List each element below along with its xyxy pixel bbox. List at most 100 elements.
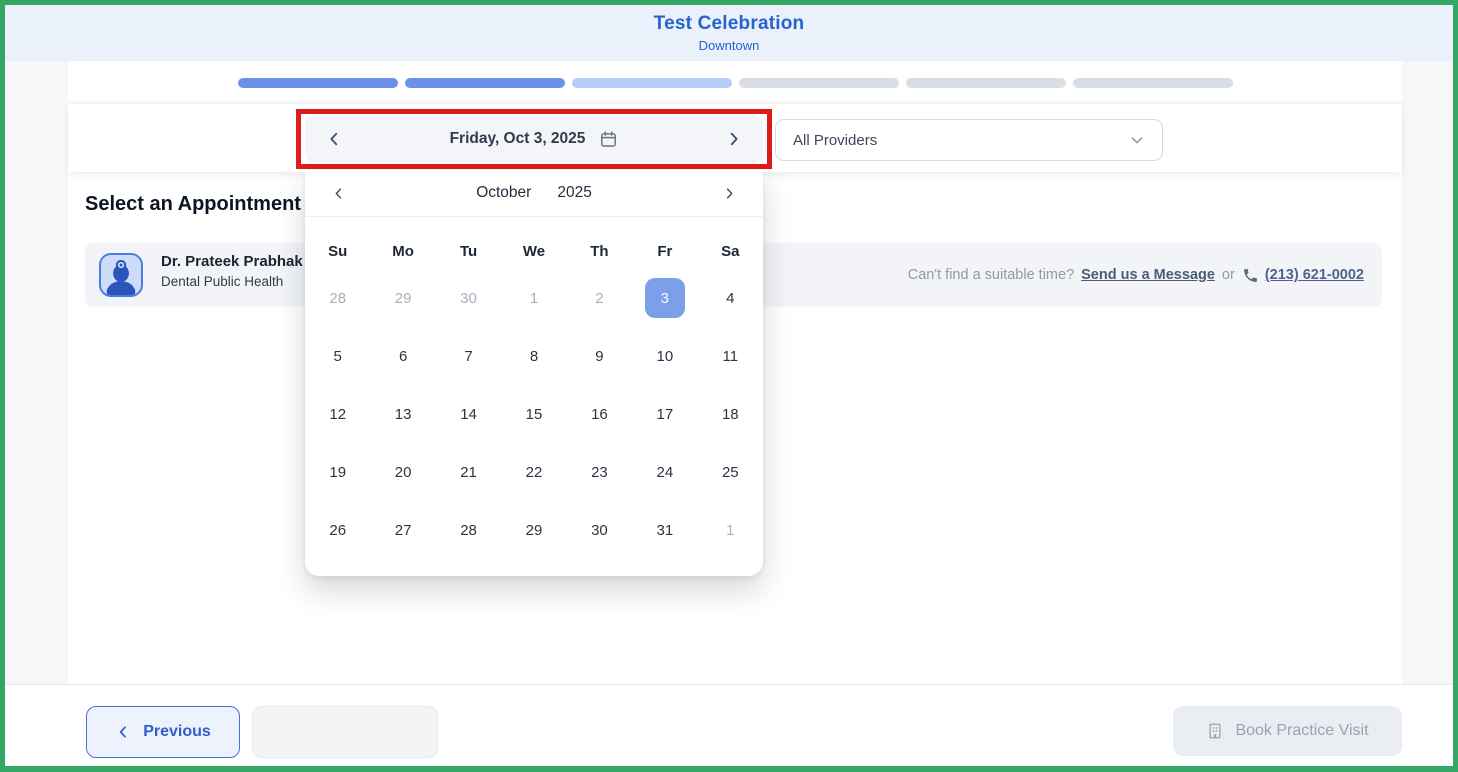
calendar-day-header-th: Th — [590, 242, 609, 260]
calendar-day-25[interactable]: 25 — [721, 463, 739, 481]
calendar-day-cell: 8 — [501, 327, 566, 385]
previous-button-label: Previous — [143, 723, 211, 740]
chevron-down-icon — [1131, 137, 1143, 144]
selected-date-label: Friday, Oct 3, 2025 — [449, 130, 586, 147]
send-message-link[interactable]: Send us a Message — [1081, 267, 1215, 283]
calendar-day-cell: 11 — [698, 327, 763, 385]
calendar-day-cell: 30 — [436, 269, 501, 327]
calendar-day-cell: 5 — [305, 327, 370, 385]
calendar-day-2: 2 — [595, 289, 604, 307]
calendar-day-24[interactable]: 24 — [656, 463, 674, 481]
providers-dropdown[interactable]: All Providers — [775, 119, 1163, 161]
calendar-day-cell: 19 — [305, 443, 370, 501]
calendar-day-29: 29 — [394, 289, 412, 307]
calendar-day-cell: 16 — [567, 385, 632, 443]
previous-day-button[interactable] — [321, 126, 347, 152]
calendar-day-cell: 2 — [567, 269, 632, 327]
calendar-day-cell: 3 — [632, 269, 697, 327]
section-divider — [68, 101, 1402, 104]
progress-segment-todo — [1073, 78, 1233, 88]
calendar-day-cell: 14 — [436, 385, 501, 443]
calendar-day-9[interactable]: 9 — [595, 347, 604, 365]
calendar-day-31[interactable]: 31 — [656, 521, 674, 539]
calendar-day-cell: 24 — [632, 443, 697, 501]
calendar-day-18[interactable]: 18 — [721, 405, 739, 423]
calendar-day-13[interactable]: 13 — [394, 405, 412, 423]
calendar-day-cell: 12 — [305, 385, 370, 443]
next-day-button[interactable] — [721, 126, 747, 152]
calendar-popup: October 2025 Su Mo Tu We Th Fr Sa 28 29 30 1 2 3 4 5 6… — [305, 170, 763, 576]
chevron-right-icon — [726, 187, 733, 199]
page-heading: Select an Appointment — [85, 193, 301, 215]
calendar-day-20[interactable]: 20 — [394, 463, 412, 481]
calendar-day-cell: 4 — [698, 269, 763, 327]
calendar-day-12[interactable]: 12 — [329, 405, 347, 423]
calendar-day-23[interactable]: 23 — [591, 463, 608, 481]
calendar-day-header-mo: Mo — [392, 242, 414, 260]
doctor-avatar-icon — [99, 253, 143, 297]
calendar-day-5[interactable]: 5 — [333, 347, 342, 365]
calendar-day-17[interactable]: 17 — [656, 405, 674, 423]
calendar-day-6[interactable]: 6 — [398, 347, 408, 365]
calendar-day-cell: 15 — [501, 385, 566, 443]
footer-bar: Previous Book Practice Visit — [5, 684, 1453, 766]
calendar-month-year: October 2025 — [476, 184, 592, 202]
calendar-day-header-fr: Fr — [657, 242, 673, 260]
calendar-day-cell: 28 — [436, 501, 501, 559]
next-month-button[interactable] — [718, 182, 741, 205]
calendar-day-cell: 18 — [698, 385, 763, 443]
calendar-day-19[interactable]: 19 — [329, 463, 347, 481]
calendar-year-label[interactable]: 2025 — [557, 184, 592, 201]
calendar-day-cell: 27 — [370, 501, 435, 559]
calendar-day-30[interactable]: 30 — [591, 521, 608, 539]
calendar-day-15[interactable]: 15 — [525, 405, 543, 423]
next-button-placeholder[interactable] — [252, 706, 438, 758]
calendar-day-22[interactable]: 22 — [525, 463, 543, 481]
calendar-day-cell: 22 — [501, 443, 566, 501]
phone-number-link: (213) 621-0002 — [1264, 267, 1364, 283]
date-display[interactable]: Friday, Oct 3, 2025 — [450, 130, 619, 149]
calendar-day-29[interactable]: 29 — [525, 521, 543, 539]
progress-segment-active — [572, 78, 732, 88]
progress-segment-todo — [739, 78, 899, 88]
progress-stepper — [238, 78, 1233, 88]
calendar-day-header-sa: Sa — [721, 242, 740, 260]
calendar-day-21[interactable]: 21 — [460, 463, 477, 481]
calendar-month-label[interactable]: October — [476, 184, 532, 201]
calendar-day-11[interactable]: 11 — [722, 347, 739, 365]
calendar-day-4[interactable]: 4 — [726, 289, 735, 307]
provider-name: Dr. Prateek Prabhak — [161, 253, 303, 270]
previous-month-button[interactable] — [327, 182, 350, 205]
progress-segment-done — [238, 78, 398, 88]
calendar-day-30: 30 — [460, 289, 477, 307]
provider-specialty: Dental Public Health — [161, 274, 284, 289]
previous-button[interactable]: Previous — [86, 706, 240, 758]
calendar-day-7[interactable]: 7 — [464, 347, 473, 365]
help-conjunction: or — [1221, 267, 1235, 283]
progress-segment-done — [405, 78, 565, 88]
calendar-day-cell: 1 — [501, 269, 566, 327]
chevron-left-icon — [335, 187, 342, 199]
phone-link-wrap[interactable]: (213) 621-0002 — [1242, 267, 1364, 284]
calendar-day-26[interactable]: 26 — [329, 521, 347, 539]
date-navigator: Friday, Oct 3, 2025 — [305, 115, 763, 163]
calendar-day-28[interactable]: 28 — [460, 521, 477, 539]
chevron-left-icon — [330, 132, 338, 146]
calendar-day-27[interactable]: 27 — [394, 521, 412, 539]
calendar-day-8[interactable]: 8 — [529, 347, 539, 365]
chevron-left-icon — [120, 726, 127, 738]
calendar-day-10[interactable]: 10 — [656, 347, 674, 365]
calendar-day-cell: 28 — [305, 269, 370, 327]
calendar-day-16[interactable]: 16 — [591, 405, 608, 423]
calendar-day-1: 1 — [529, 289, 539, 307]
calendar-day-header-tu: Tu — [459, 242, 478, 260]
calendar-day-cell: 17 — [632, 385, 697, 443]
provider-info: Dr. Prateek Prabhak Dental Public Health — [161, 253, 303, 289]
progress-segment-todo — [906, 78, 1066, 88]
calendar-day-cell: 6 — [370, 327, 435, 385]
calendar-day-3-selected[interactable]: 3 — [644, 278, 685, 318]
book-practice-visit-button[interactable]: Book Practice Visit — [1173, 706, 1402, 756]
page-title: Test Celebration — [653, 13, 805, 34]
app-header: Test Celebration Downtown — [5, 5, 1453, 61]
calendar-day-14[interactable]: 14 — [460, 405, 477, 423]
